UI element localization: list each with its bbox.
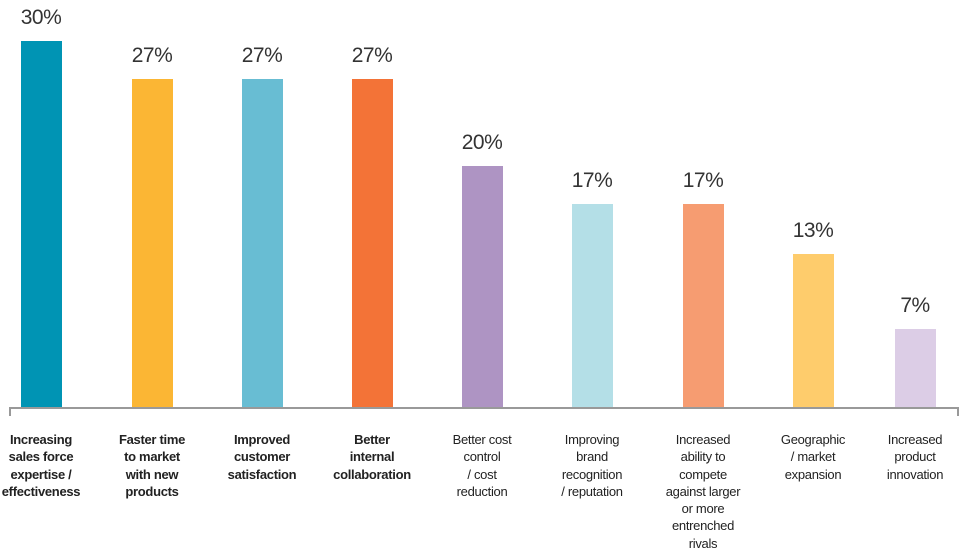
value-label-5: 17% [571,168,613,192]
category-label-line: satisfaction [227,466,297,482]
bar-6 [682,203,724,407]
category-label-line: compete [679,466,727,482]
value-label-2: 27% [241,43,283,67]
category-label-1: Faster time to market with new products [100,431,204,500]
value-label-7: 13% [792,218,834,242]
category-label-line: ability to [680,449,726,465]
category-label-line: collaboration [333,466,411,482]
value-label-6: 17% [682,168,724,192]
category-label-line: / cost [467,466,497,482]
category-label-line: control [463,449,501,465]
category-label-2: Improved customer satisfaction [210,431,314,483]
value-label-8: 7% [900,293,930,317]
category-label-line: products [125,483,179,499]
category-label-line: Improving [564,432,620,447]
category-label-line: rivals [688,535,718,551]
category-label-line: to market [124,449,180,465]
category-label-line: sales force [8,449,74,465]
x-axis-tick-left [9,407,11,416]
category-label-4: Better cost control / cost reduction [430,431,534,500]
category-label-line: product [894,449,936,465]
category-label-line: expertise / [10,466,72,482]
category-label-line: Improved [233,432,291,447]
category-label-5: Improving brand recognition / reputation [540,431,644,500]
category-label-line: recognition [561,466,623,482]
category-label-8: Increased product innovation [863,431,963,483]
category-label-line: against larger [665,483,741,499]
value-label-1: 27% [131,43,173,67]
x-axis-line [9,407,958,409]
category-label-line: expansion [784,466,842,482]
category-label-line: or more [681,501,725,517]
bar-4 [461,166,503,407]
value-label-0: 30% [20,6,62,29]
category-label-line: with new [125,466,179,482]
category-label-line: Increased [675,432,731,447]
category-label-3: Better internal collaboration [320,431,424,483]
category-label-line: internal [349,449,395,465]
bar-0 [20,41,62,407]
category-label-line: brand [576,449,608,465]
category-label-7: Geographic / market expansion [761,431,865,483]
category-label-0: Increasing sales force expertise / effectiv… [0,431,93,500]
category-label-line: / reputation [561,483,623,499]
x-axis-tick-right [957,407,959,416]
category-label-line: Better cost [452,432,512,447]
category-label-line: Geographic [780,432,846,447]
category-label-line: effectiveness [1,483,81,499]
bar-3 [351,78,393,407]
value-label-3: 27% [351,43,393,67]
bar-7 [792,253,834,407]
category-label-line: entrenched [671,518,735,534]
value-label-4: 20% [461,131,503,154]
bar-5 [571,203,613,407]
category-label-line: Increased [887,432,943,447]
category-label-line: Faster time [118,432,186,447]
category-label-line: Increasing [9,432,73,447]
category-label-line: customer [233,449,291,465]
bar-2 [241,78,283,407]
bar-8 [894,328,936,407]
category-label-line: / market [790,449,836,465]
category-label-line: innovation [886,466,944,482]
category-label-line: reduction [456,483,508,499]
category-label-line: Better [354,432,390,447]
bar-1 [131,78,173,407]
category-label-6: Increased ability to compete against larger… [651,431,755,552]
